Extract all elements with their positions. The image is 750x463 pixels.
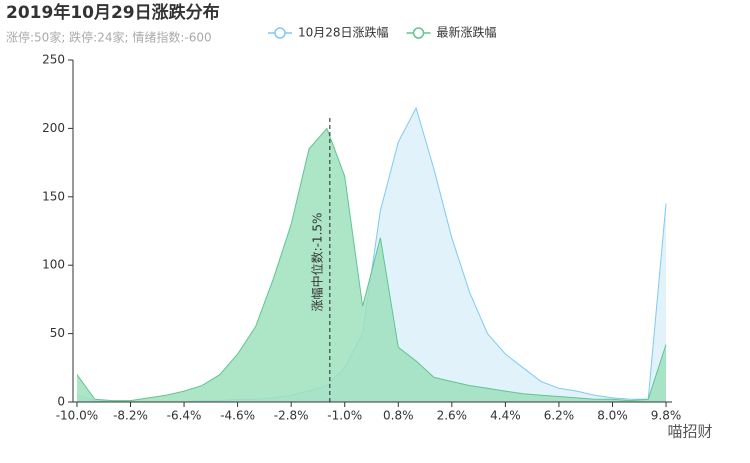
legend-marker: [412, 27, 425, 39]
y-tick-label: 200: [42, 121, 65, 135]
x-tick-label: -10.0%: [56, 409, 98, 423]
x-tick-label: 0.8%: [383, 409, 414, 423]
x-tick-label: -8.2%: [113, 409, 148, 423]
y-tick-label: 50: [50, 326, 65, 340]
x-tick-label: 8.0%: [597, 409, 628, 423]
x-tick-label: 4.4%: [490, 409, 521, 423]
x-tick-label: -4.6%: [220, 409, 255, 423]
x-tick-label: 9.8%: [651, 409, 682, 423]
x-tick-label: -6.4%: [167, 409, 202, 423]
x-tick-label: 6.2%: [544, 409, 575, 423]
x-tick-label: -1.0%: [327, 409, 362, 423]
y-tick-label: 100: [42, 258, 65, 272]
legend-label: 10月28日涨跌幅: [298, 25, 389, 40]
y-tick-label: 0: [57, 395, 65, 409]
x-tick-label: 2.6%: [437, 409, 468, 423]
chart-subtitle: 涨停:50家; 跌停:24家; 情绪指数:-600: [6, 30, 212, 45]
legend-marker: [274, 27, 286, 39]
x-tick-label: -2.8%: [274, 409, 309, 423]
y-tick-label: 150: [42, 189, 65, 203]
legend-label: 最新涨跌幅: [437, 25, 497, 40]
line: [76, 127, 667, 402]
y-tick-label: 250: [42, 53, 65, 67]
watermark: 喵招财: [667, 423, 712, 441]
median-label: 涨幅中位数:-1.5%: [309, 213, 324, 312]
chart-title: 2019年10月29日涨跌分布: [6, 2, 220, 23]
area: [77, 128, 666, 402]
